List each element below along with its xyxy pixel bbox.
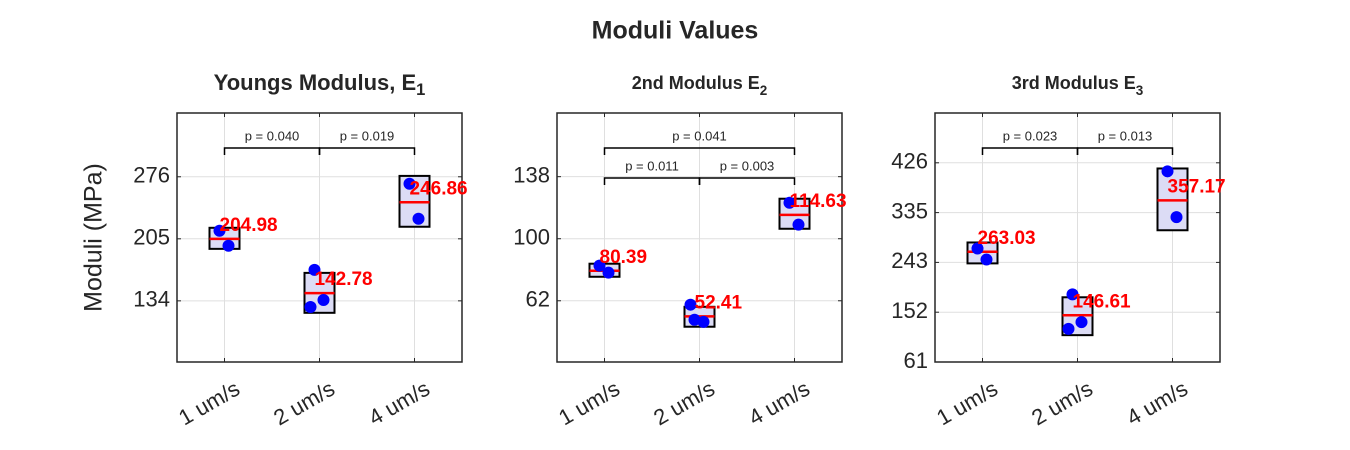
y-tick-label: 335 [891,198,928,223]
y-tick-label: 62 [526,287,550,312]
x-tick-label: 2 um/s [1027,376,1097,431]
data-point [783,196,796,209]
data-point [792,218,805,231]
data-point [412,212,425,225]
value-label: 263.03 [978,228,1036,249]
subplot-title: Youngs Modulus, E1 [214,70,426,100]
subplot-title-main: 2nd Modulus E [632,73,760,93]
significance-bracket [981,147,1079,155]
data-point [593,259,606,272]
axes-frame [176,112,463,363]
value-label: 142.78 [315,269,373,290]
data-point [602,266,615,279]
data-point [403,177,416,190]
significance-bracket [1076,147,1174,155]
data-point [1075,316,1088,329]
p-value-label: p = 0.019 [340,128,395,143]
data-point [308,263,321,276]
p-value-label: p = 0.013 [1098,128,1153,143]
axes-frame [934,112,1221,363]
data-point [697,315,710,328]
subplot-title-sub: 2 [760,83,768,98]
y-tick-label: 205 [133,225,170,250]
x-tick-label: 1 um/s [932,376,1002,431]
y-tick-label: 100 [513,225,550,250]
data-point [1066,288,1079,301]
x-tick-label: 1 um/s [554,376,624,431]
data-point [1062,322,1075,335]
subplot-title-sub: 3 [1136,83,1144,98]
x-tick-label: 4 um/s [1122,376,1192,431]
value-label: 146.61 [1073,291,1132,312]
data-point [213,224,226,237]
x-tick-label: 2 um/s [649,376,719,431]
significance-bracket [698,177,796,185]
subplot-title-main: 3rd Modulus E [1012,73,1136,93]
data-point [688,313,701,326]
subplot-title-sub: 1 [416,81,425,99]
figure-title: Moduli Values [592,17,759,45]
y-tick-label: 134 [133,287,170,312]
subplot-title: 2nd Modulus E2 [632,73,768,98]
y-tick-label: 152 [891,298,928,323]
data-point [1170,211,1183,224]
data-point [971,242,984,255]
p-value-label: p = 0.041 [672,128,727,143]
value-label: 52.41 [695,292,743,313]
data-point [980,253,993,266]
p-value-label: p = 0.023 [1003,128,1058,143]
x-tick-label: 4 um/s [744,376,814,431]
data-point [304,300,317,313]
data-point [684,298,697,311]
x-tick-label: 4 um/s [364,376,434,431]
x-tick-label: 1 um/s [174,376,244,431]
y-tick-label: 276 [133,163,170,188]
subplot-title-main: Youngs Modulus, E [214,70,416,95]
subplot-title: 3rd Modulus E3 [1012,73,1144,98]
y-axis-label: Moduli (MPa) [80,163,108,312]
y-tick-label: 61 [904,348,928,373]
significance-bracket [223,147,321,155]
significance-bracket [603,147,796,155]
data-point [222,239,235,252]
significance-bracket [603,177,701,185]
data-point [1161,165,1174,178]
value-label: 246.86 [410,178,468,199]
axes-frame [556,112,843,363]
p-value-label: p = 0.003 [720,158,775,173]
value-label: 357.17 [1168,176,1226,197]
x-tick-label: 2 um/s [269,376,339,431]
data-point [317,293,330,306]
p-value-label: p = 0.040 [245,128,300,143]
value-label: 204.98 [220,215,278,236]
y-tick-label: 138 [513,162,550,187]
p-value-label: p = 0.011 [625,158,679,173]
y-tick-label: 426 [891,149,928,174]
value-label: 80.39 [600,247,648,268]
significance-bracket [318,147,416,155]
value-label: 114.63 [790,191,847,212]
y-tick-label: 243 [891,248,928,273]
